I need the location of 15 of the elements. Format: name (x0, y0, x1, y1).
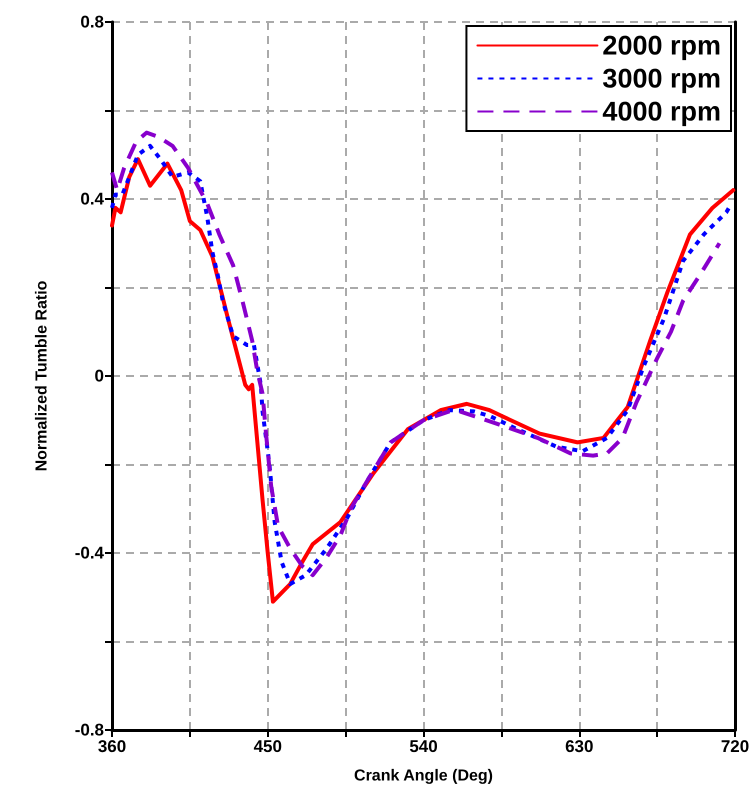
x-tick-label: 540 (409, 737, 438, 756)
y-tick-label: 0.4 (80, 190, 105, 208)
y-tick-label: -0.4 (74, 544, 105, 562)
y-tick-label: -0.8 (74, 720, 104, 740)
x-tick-label: 360 (98, 737, 126, 756)
x-tick-label: 630 (565, 737, 594, 756)
legend-label: 4000 rpm (602, 96, 722, 126)
y-axis-title: Normalized Tumble Ratio (34, 280, 50, 472)
legend-label: 3000 rpm (602, 64, 722, 94)
legend-label: 2000 rpm (602, 30, 722, 60)
x-tick-label: 720 (720, 737, 750, 756)
x-tick-label: 450 (254, 737, 282, 756)
x-axis-title: Crank Angle (Deg) (354, 768, 493, 784)
y-tick-label: 0.8 (80, 12, 104, 32)
y-tick-label: 0 (94, 366, 104, 386)
